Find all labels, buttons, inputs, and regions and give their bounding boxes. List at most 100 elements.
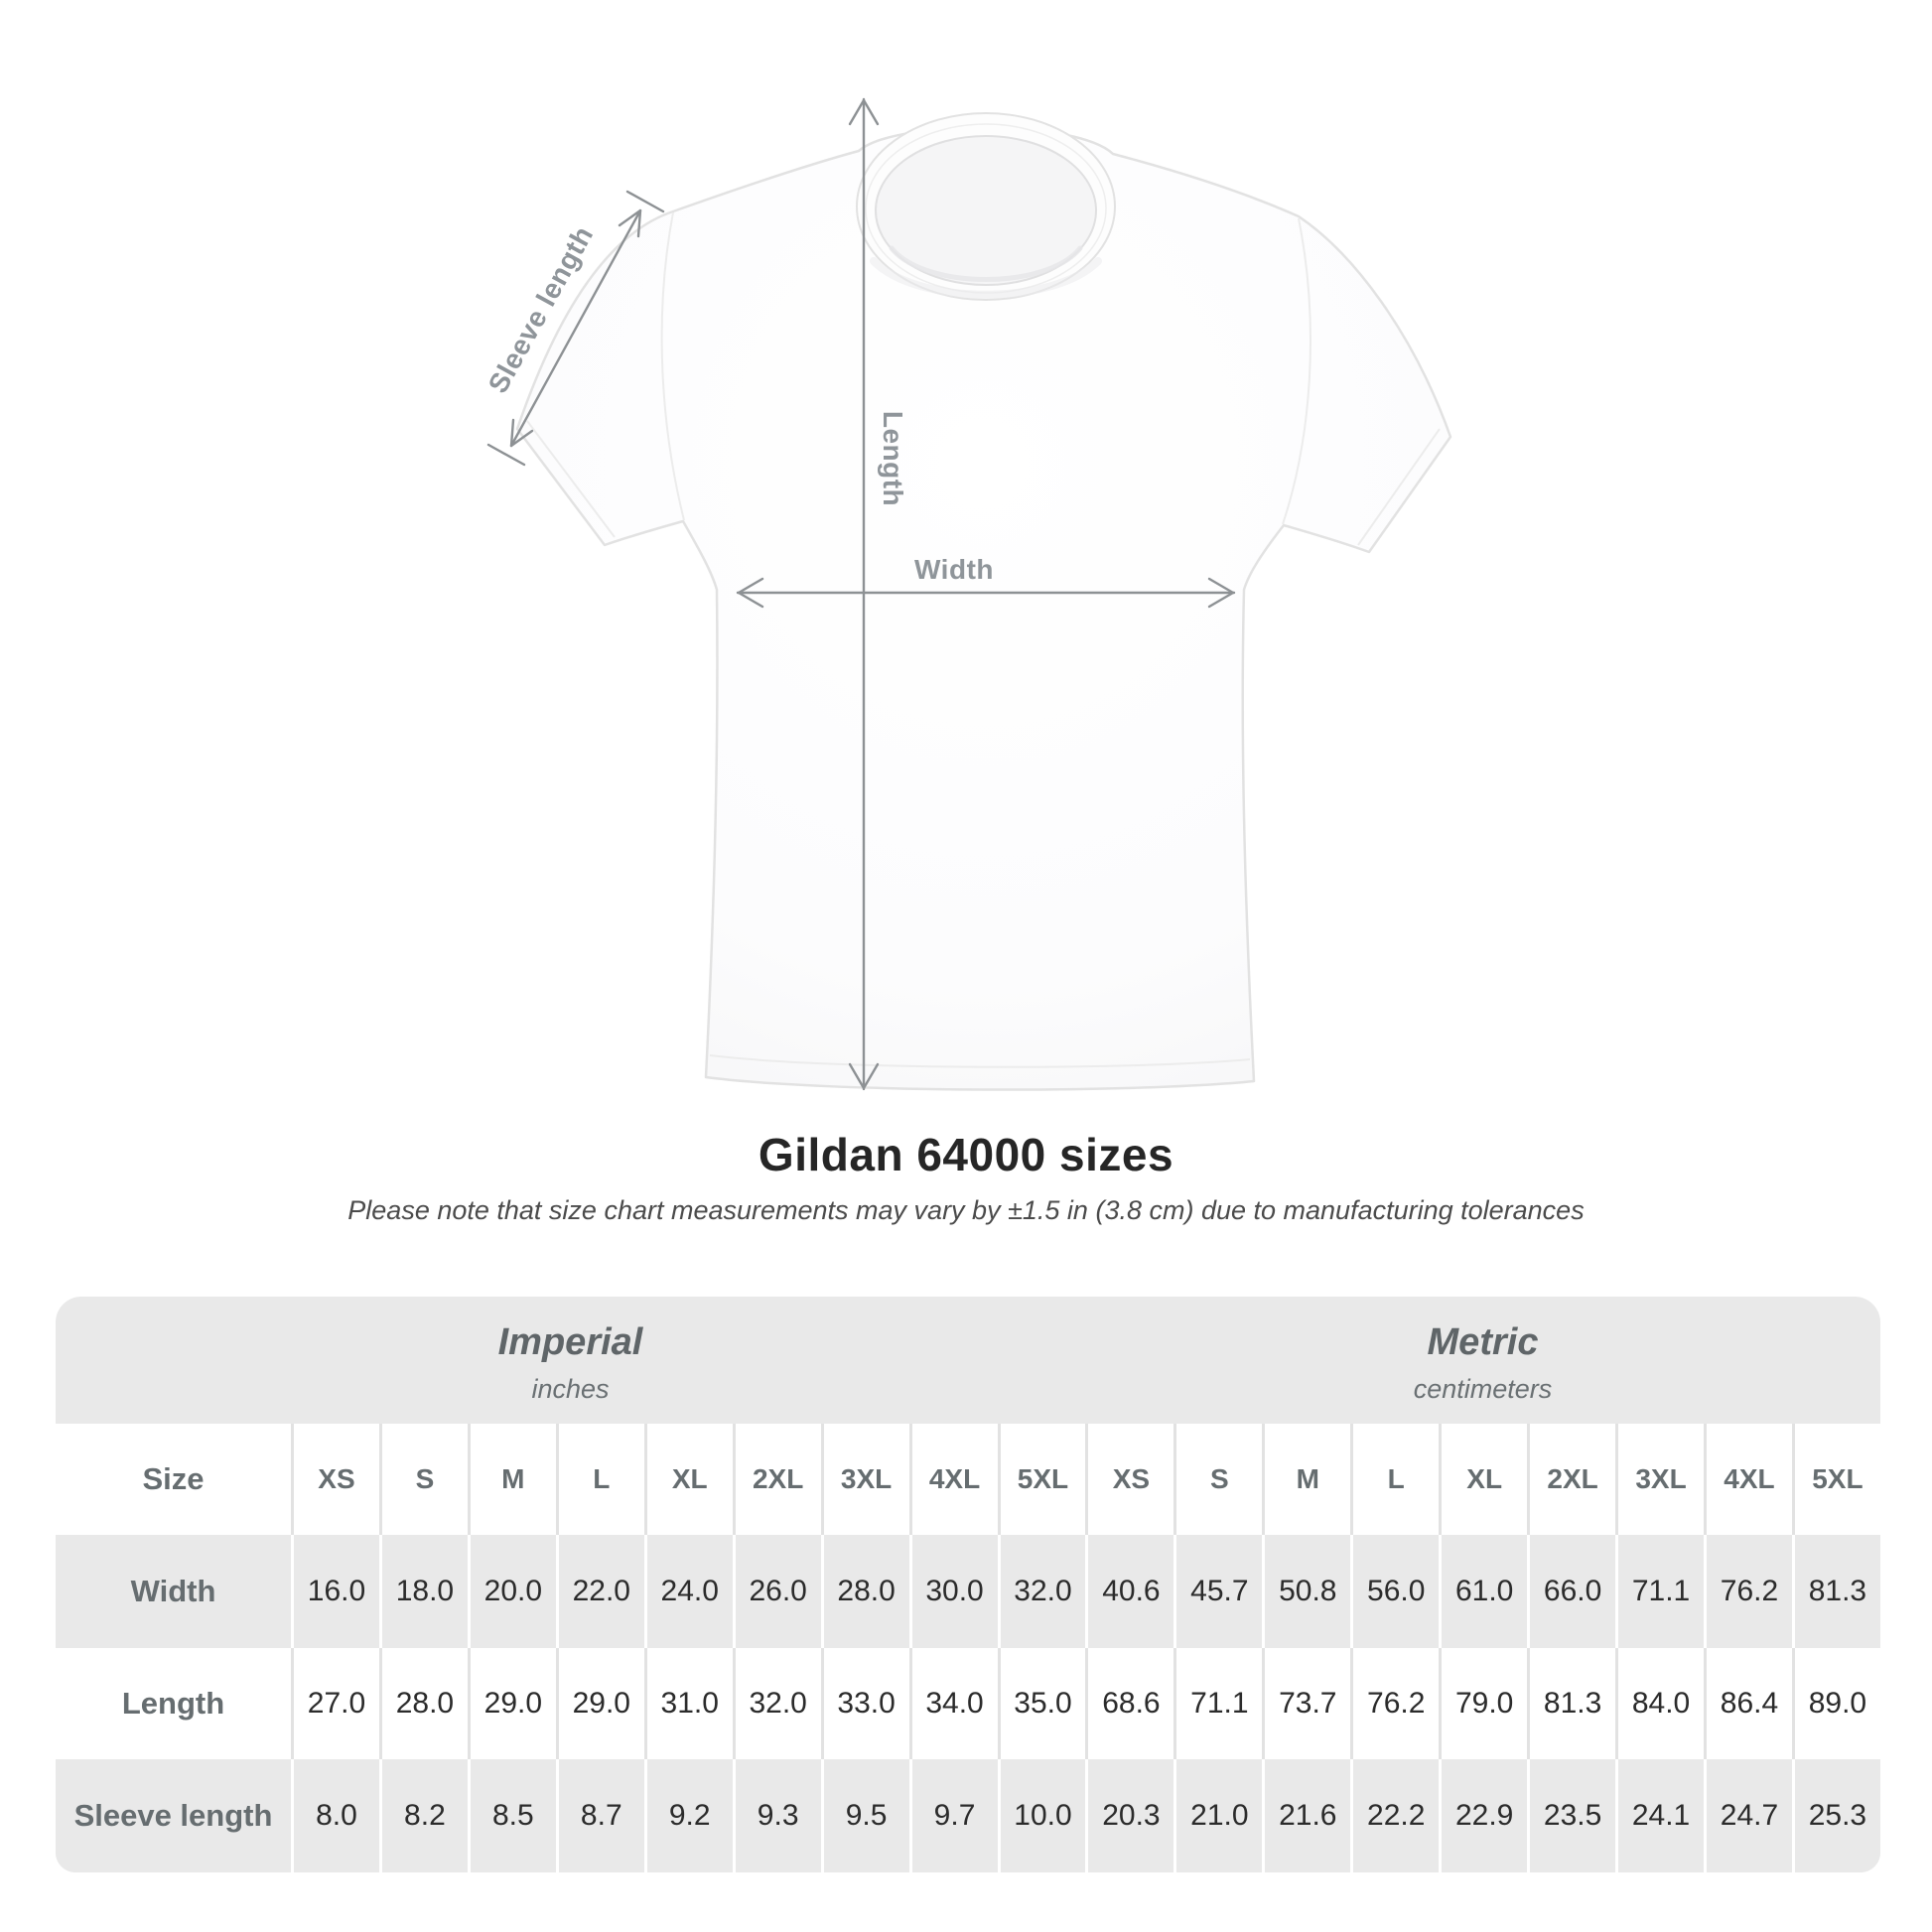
value-cell: 20.0 xyxy=(467,1535,556,1648)
sleeve-length-row: Sleeve length 8.0 8.2 8.5 8.7 9.2 9.3 9.5 9.7 10… xyxy=(56,1759,1880,1872)
value-cell: 61.0 xyxy=(1439,1535,1527,1648)
value-cell: 22.2 xyxy=(1350,1759,1439,1872)
right-sleeve-seam xyxy=(1282,217,1311,525)
width-label: Width xyxy=(914,554,994,585)
value-cell: 56.0 xyxy=(1350,1535,1439,1648)
value-cell: 10.0 xyxy=(997,1759,1086,1872)
value-cell: 28.0 xyxy=(378,1648,468,1759)
value-cell: 71.1 xyxy=(1173,1648,1262,1759)
value-cell: 73.7 xyxy=(1262,1648,1350,1759)
size-header-cell: 3XL xyxy=(820,1424,909,1535)
value-cell: 24.0 xyxy=(643,1535,733,1648)
value-cell: 68.6 xyxy=(1085,1648,1173,1759)
value-cell: 31.0 xyxy=(643,1648,733,1759)
size-header-cell: 2XL xyxy=(732,1424,821,1535)
length-row: Length 27.0 28.0 29.0 29.0 31.0 32.0 33.0 34.0 3… xyxy=(56,1648,1880,1759)
size-header-cell: 5XL xyxy=(1791,1424,1880,1535)
length-label: Length xyxy=(878,410,908,507)
value-cell: 33.0 xyxy=(820,1648,909,1759)
value-cell: 26.0 xyxy=(732,1535,821,1648)
left-sleeve-seam xyxy=(660,211,685,521)
width-row-label: Width xyxy=(130,1574,216,1608)
value-cell: 76.2 xyxy=(1704,1535,1792,1648)
value-cell: 8.0 xyxy=(291,1759,379,1872)
value-cell: 35.0 xyxy=(997,1648,1086,1759)
value-cell: 8.2 xyxy=(378,1759,468,1872)
unit-group-row: Imperial inches Metric centimeters xyxy=(56,1297,1880,1424)
tshirt-body xyxy=(515,126,1452,1091)
value-cell: 45.7 xyxy=(1173,1535,1262,1648)
size-header-cell: L xyxy=(1350,1424,1439,1535)
size-header-cell: S xyxy=(378,1424,468,1535)
metric-group-unit: centimeters xyxy=(1413,1374,1553,1404)
value-cell: 29.0 xyxy=(467,1648,556,1759)
neck-shadow xyxy=(889,245,1083,282)
size-column-header: Size xyxy=(142,1461,205,1496)
width-arrow xyxy=(736,577,1236,609)
size-header-cell: XS xyxy=(291,1424,379,1535)
value-cell: 89.0 xyxy=(1791,1648,1880,1759)
size-header-cell: XL xyxy=(1439,1424,1527,1535)
size-header-cell: XL xyxy=(643,1424,733,1535)
value-cell: 81.3 xyxy=(1527,1648,1615,1759)
value-cell: 20.3 xyxy=(1085,1759,1173,1872)
size-header-cell: 3XL xyxy=(1615,1424,1704,1535)
tolerance-note: Please note that size chart measurements… xyxy=(347,1195,1585,1225)
sleeve-length-arrow xyxy=(486,190,665,467)
value-cell: 29.0 xyxy=(555,1648,644,1759)
value-cell: 18.0 xyxy=(378,1535,468,1648)
value-cell: 21.6 xyxy=(1262,1759,1350,1872)
imperial-group-title: Imperial xyxy=(497,1321,643,1363)
value-cell: 50.8 xyxy=(1262,1535,1350,1648)
page-title: Gildan 64000 sizes xyxy=(758,1129,1174,1180)
value-cell: 9.3 xyxy=(732,1759,821,1872)
value-cell: 8.5 xyxy=(467,1759,556,1872)
tshirt-size-diagram: Sleeve length Length Width xyxy=(483,97,1452,1091)
value-cell: 76.2 xyxy=(1350,1648,1439,1759)
value-cell: 22.0 xyxy=(555,1535,644,1648)
size-header-cell: 4XL xyxy=(908,1424,998,1535)
size-header-cell: M xyxy=(1262,1424,1350,1535)
value-cell: 81.3 xyxy=(1791,1535,1880,1648)
size-header-cell: M xyxy=(467,1424,556,1535)
size-header-cell: S xyxy=(1173,1424,1262,1535)
value-cell: 9.2 xyxy=(643,1759,733,1872)
size-header-cell: L xyxy=(555,1424,644,1535)
value-cell: 27.0 xyxy=(291,1648,379,1759)
value-cell: 32.0 xyxy=(732,1648,821,1759)
metric-group-header: Metric centimeters xyxy=(1085,1297,1880,1424)
imperial-group-header: Imperial inches xyxy=(56,1297,1085,1424)
value-cell: 86.4 xyxy=(1704,1648,1792,1759)
value-cell: 9.7 xyxy=(908,1759,998,1872)
value-cell: 24.7 xyxy=(1704,1759,1792,1872)
size-header-cell: 2XL xyxy=(1527,1424,1615,1535)
value-cell: 24.1 xyxy=(1615,1759,1704,1872)
value-cell: 28.0 xyxy=(820,1535,909,1648)
value-cell: 8.7 xyxy=(555,1759,644,1872)
sleeve-length-row-label: Sleeve length xyxy=(73,1798,273,1833)
tshirt-illustration xyxy=(515,112,1452,1091)
value-cell: 16.0 xyxy=(291,1535,379,1648)
value-cell: 30.0 xyxy=(908,1535,998,1648)
value-cell: 25.3 xyxy=(1791,1759,1880,1872)
sleeve-arrow-top-tick xyxy=(625,190,665,213)
value-cell: 71.1 xyxy=(1615,1535,1704,1648)
right-sleeve-hem-stitch xyxy=(1357,428,1441,546)
title-block: Gildan 64000 sizes Please note that size… xyxy=(0,1128,1932,1226)
length-row-label: Length xyxy=(121,1686,225,1721)
value-cell: 84.0 xyxy=(1615,1648,1704,1759)
value-cell: 79.0 xyxy=(1439,1648,1527,1759)
value-cell: 22.9 xyxy=(1439,1759,1527,1872)
under-collar-shadow xyxy=(870,257,1102,299)
size-chart-table: Imperial inches Metric centimeters Size … xyxy=(56,1297,1880,1872)
value-cell: 21.0 xyxy=(1173,1759,1262,1872)
width-row: Width 16.0 18.0 20.0 22.0 24.0 26.0 28.0 30.0 32… xyxy=(56,1535,1880,1648)
left-sleeve-hem-stitch xyxy=(526,420,616,538)
length-arrow xyxy=(848,97,880,1091)
size-header-row: Size XS S M L XL 2XL 3XL 4XL 5XL XS S M L XL 2XL 3XL 4X… xyxy=(56,1424,1880,1535)
size-header-cell: XS xyxy=(1085,1424,1173,1535)
size-header-cell: 5XL xyxy=(997,1424,1086,1535)
size-header-cell: 4XL xyxy=(1704,1424,1792,1535)
value-cell: 23.5 xyxy=(1527,1759,1615,1872)
value-cell: 34.0 xyxy=(908,1648,998,1759)
